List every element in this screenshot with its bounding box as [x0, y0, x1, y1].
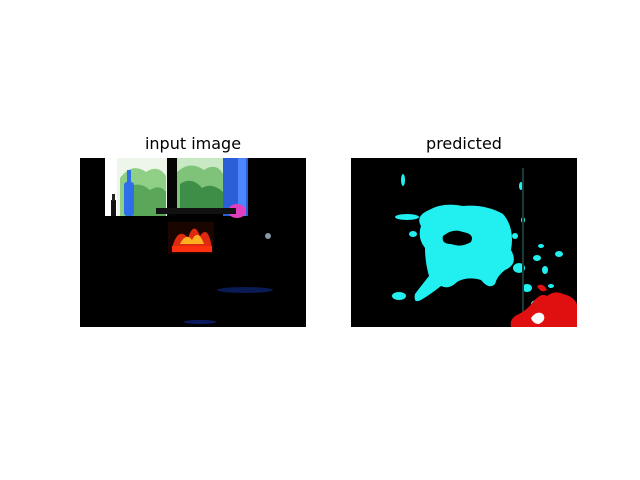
- cyan-segment-main: [414, 204, 514, 302]
- input-image: [80, 158, 306, 327]
- red-segment: [510, 292, 577, 327]
- input-image-panel: [80, 158, 306, 327]
- mantel: [156, 208, 236, 214]
- mask-line: [522, 168, 524, 327]
- white-segment: [531, 312, 545, 324]
- fire: [168, 222, 214, 254]
- reflection: [265, 233, 271, 239]
- pink-object: [228, 204, 246, 218]
- input-image-title: input image: [144, 134, 242, 153]
- predicted-panel: [351, 158, 577, 327]
- window-region: [105, 158, 248, 216]
- blue-shadow: [217, 287, 273, 293]
- predicted-title: predicted: [426, 134, 502, 153]
- predicted-mask: [351, 158, 577, 327]
- bottles: [111, 170, 134, 216]
